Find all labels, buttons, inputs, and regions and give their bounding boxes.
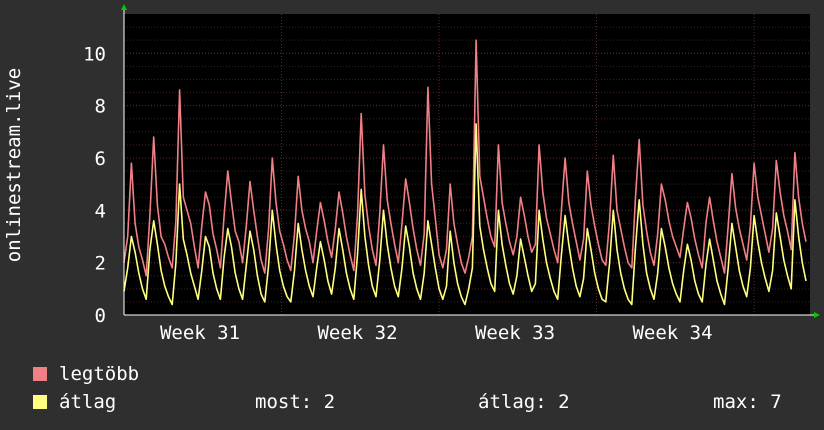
- series-layer: [123, 39, 807, 306]
- stat-now: most: 2: [255, 390, 335, 414]
- y-tick-label: 6: [95, 148, 106, 170]
- plot-background: [124, 14, 810, 315]
- stat-avg: átlag: 2: [478, 390, 570, 414]
- legend-item-avg: átlag: [33, 390, 116, 414]
- y-tick-label: 4: [95, 200, 106, 222]
- tick-labels: 0 2 4 6 8 10 Week 31 Week 32 Week 33 Week 34: [83, 43, 712, 344]
- y-tick-label: 10: [83, 43, 106, 65]
- series-line-max: [123, 39, 807, 277]
- stat-now-label: most:: [255, 391, 313, 413]
- axes: [121, 4, 820, 318]
- stat-max-value: 7: [770, 391, 782, 413]
- y-tick-label: 0: [95, 305, 106, 327]
- y-tick-label: 8: [95, 96, 106, 118]
- x-tick-label: Week 32: [317, 322, 397, 344]
- stat-max-label: max:: [713, 391, 759, 413]
- stat-max: max: 7: [713, 390, 782, 414]
- legend-swatch-max: [33, 367, 47, 381]
- stat-now-value: 2: [323, 391, 336, 413]
- traffic-chart: 0 2 4 6 8 10 Week 31 Week 32 Week 33 Week 34 onli…: [3, 4, 820, 344]
- series-line-avg: [123, 123, 807, 306]
- stat-avg-label: átlag:: [478, 391, 547, 413]
- legend-swatch-avg: [33, 395, 47, 409]
- y-axis-label: onlinestream.live: [3, 68, 25, 262]
- grid: [124, 14, 810, 315]
- x-tick-label: Week 33: [475, 322, 555, 344]
- x-tick-label: Week 31: [160, 322, 240, 344]
- legend-label-avg: átlag: [59, 391, 117, 413]
- x-axis-arrow: [814, 312, 820, 318]
- legend: legtöbb átlag most: 2 átlag: 2 max: 7: [0, 360, 824, 420]
- stat-avg-value: 2: [558, 391, 570, 413]
- legend-label-max: legtöbb: [59, 363, 140, 385]
- y-tick-label: 2: [95, 253, 106, 275]
- y-axis-arrow: [121, 4, 127, 10]
- legend-item-max: legtöbb: [33, 362, 139, 386]
- x-tick-label: Week 34: [632, 322, 712, 344]
